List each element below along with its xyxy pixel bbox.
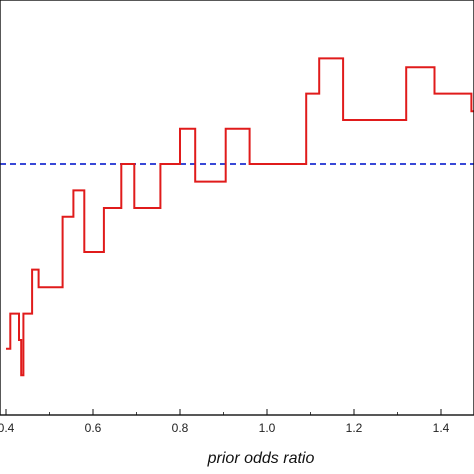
plot-frame xyxy=(0,0,474,416)
x-tick-label: 1.2 xyxy=(346,421,363,435)
x-tick-label: 1.0 xyxy=(259,421,276,435)
series-layer xyxy=(0,57,474,377)
x-tick-label: 0.6 xyxy=(85,421,102,435)
x-axis: 0.4 0.6 0.8 1.0 1.2 1.4 xyxy=(0,409,450,435)
x-tick-label: 0.4 xyxy=(0,421,15,435)
x-axis-title: prior odds ratio xyxy=(207,450,315,467)
x-tick-label: 0.8 xyxy=(172,421,189,435)
series-line xyxy=(6,57,474,377)
x-tick-label: 1.4 xyxy=(433,421,450,435)
